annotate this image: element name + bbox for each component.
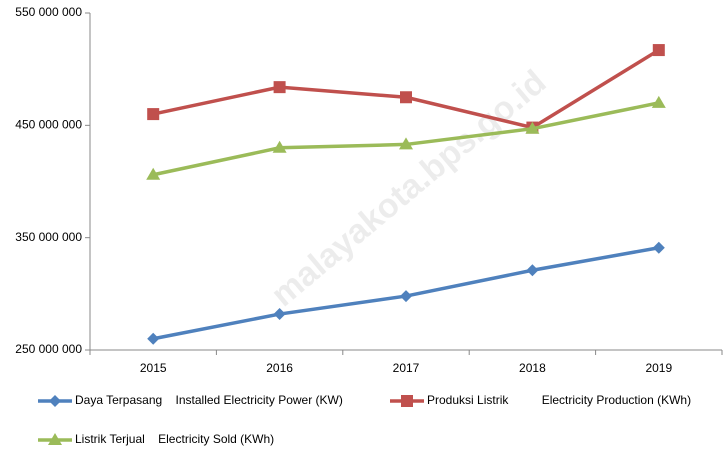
marker: [146, 167, 161, 180]
legend-label: Listrik Terjual Electricity Sold (KWh): [75, 432, 274, 446]
marker: [147, 332, 160, 345]
legend-label: Produksi Listrik Electricity Production …: [427, 393, 691, 407]
marker: [525, 121, 540, 134]
x-tick-label: 2018: [519, 361, 546, 375]
marker: [401, 395, 413, 407]
marker: [652, 44, 665, 57]
x-tick-label: 2019: [645, 361, 672, 375]
legend-label: Daya Terpasang Installed Electricity Pow…: [75, 393, 343, 407]
marker: [272, 140, 287, 153]
marker: [400, 290, 412, 303]
marker: [652, 241, 665, 254]
marker: [147, 108, 160, 121]
y-tick-label: 250 000 000: [15, 342, 82, 356]
marker: [526, 264, 539, 277]
y-tick-label: 550 000 000: [15, 5, 82, 19]
y-tick-label: 450 000 000: [15, 118, 82, 132]
marker: [49, 395, 61, 407]
marker: [273, 81, 286, 94]
marker: [651, 95, 666, 108]
marker: [399, 137, 413, 150]
marker: [273, 308, 286, 321]
series-line: [152, 48, 660, 130]
marker: [400, 91, 412, 104]
y-tick-label: 350 000 000: [15, 230, 82, 244]
x-tick-label: 2016: [266, 361, 293, 375]
x-tick-label: 2015: [140, 361, 167, 375]
x-tick-label: 2017: [393, 361, 420, 375]
marker: [48, 433, 62, 445]
